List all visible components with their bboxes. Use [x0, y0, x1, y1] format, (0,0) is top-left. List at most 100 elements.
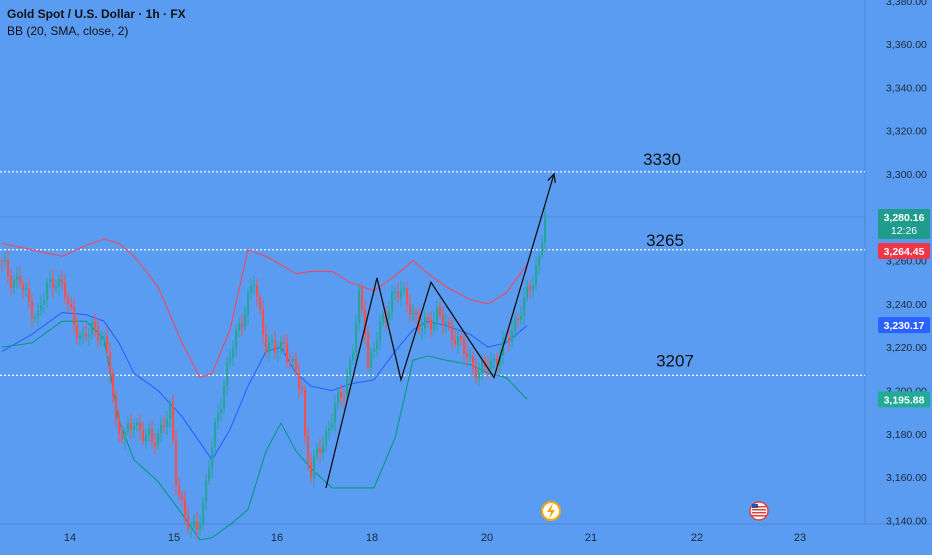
candle-body [370, 351, 373, 368]
badge-background [878, 242, 930, 259]
candle-body [301, 388, 304, 390]
candle [397, 282, 400, 303]
candle-body [211, 446, 214, 470]
us-flag-event-icon[interactable] [749, 501, 769, 521]
candle-body [376, 341, 379, 350]
candle [241, 314, 244, 337]
bb-lower-badge[interactable]: 3,195.88 [878, 391, 930, 408]
candle-body [19, 276, 22, 285]
candle-body [205, 480, 208, 502]
candle-body [409, 303, 412, 315]
candle [373, 341, 376, 359]
candle-body [460, 335, 463, 339]
candle [229, 348, 232, 367]
candle-body [466, 353, 469, 358]
candle [325, 426, 328, 452]
candle [436, 301, 439, 332]
candle [406, 281, 409, 313]
candle-body [442, 315, 445, 326]
candle [235, 324, 238, 357]
candle-body [538, 255, 541, 266]
candle [394, 286, 397, 301]
candle-body [331, 423, 334, 428]
candle-body [403, 288, 406, 291]
candle [307, 427, 310, 471]
candle [523, 287, 526, 326]
candle [376, 331, 379, 357]
badge-value: 3,230.17 [884, 320, 925, 332]
candle-body [52, 278, 55, 289]
candle-body [433, 321, 436, 330]
candle-body [172, 402, 175, 440]
candle [91, 318, 94, 340]
candle-body [355, 323, 358, 353]
candle-body [535, 265, 538, 285]
candle-body [544, 215, 547, 243]
candle [154, 432, 157, 455]
candle [232, 340, 235, 367]
candle [82, 326, 85, 344]
candle [100, 331, 103, 347]
candle-body [367, 334, 370, 368]
candle [469, 348, 472, 362]
candle [262, 300, 265, 345]
candle-body [499, 355, 502, 367]
time-tick-label: 18 [366, 532, 378, 544]
candle-body [22, 284, 25, 290]
candle [220, 398, 223, 422]
zigzag-drawing[interactable] [325, 173, 555, 489]
candle-body [10, 276, 13, 288]
price-tick-label: 3,220.00 [886, 342, 927, 354]
bb-basis-badge[interactable]: 3,230.17 [878, 317, 930, 334]
candle-body [64, 283, 67, 298]
candle [268, 336, 271, 362]
candle [85, 323, 88, 342]
candle [163, 415, 166, 434]
candle-body [490, 360, 493, 370]
candle [169, 399, 172, 428]
indicator-label[interactable]: BB (20, SMA, close, 2) [7, 24, 129, 38]
candle [157, 428, 160, 449]
candle-body [346, 375, 349, 399]
candle-body [187, 516, 190, 529]
symbol-title[interactable]: Gold Spot / U.S. Dollar · 1h · FX [7, 7, 186, 21]
candle [322, 436, 325, 461]
candle-body [175, 439, 178, 485]
candle [139, 413, 142, 441]
candle [367, 325, 370, 372]
candle [31, 293, 34, 328]
candle [94, 313, 97, 337]
candle [358, 283, 361, 332]
candle-body [97, 327, 100, 341]
candle-body [88, 334, 91, 337]
time-tick-label: 15 [168, 532, 180, 544]
candle [460, 332, 463, 346]
candle [541, 235, 544, 260]
candle [289, 352, 292, 369]
candle-body [142, 430, 145, 442]
candle-body [421, 328, 424, 331]
candle-body [157, 433, 160, 446]
candle [364, 300, 367, 344]
candle-body [274, 340, 277, 353]
candle-body [28, 288, 31, 303]
candle [415, 308, 418, 325]
candle-body [493, 359, 496, 361]
candle [133, 418, 136, 439]
candle-body [136, 422, 139, 426]
candle-body [391, 291, 394, 312]
level-3265-badge[interactable]: 3,264.45 [878, 242, 930, 259]
candle-body [130, 423, 133, 430]
candle [34, 312, 37, 323]
lightning-event-icon[interactable] [541, 501, 561, 521]
candle [280, 336, 283, 355]
candle-body [397, 291, 400, 298]
candle [16, 267, 19, 290]
candle [346, 368, 349, 404]
candle-body [415, 312, 418, 315]
candle [190, 521, 193, 539]
badge-value: 3,264.45 [884, 246, 925, 258]
